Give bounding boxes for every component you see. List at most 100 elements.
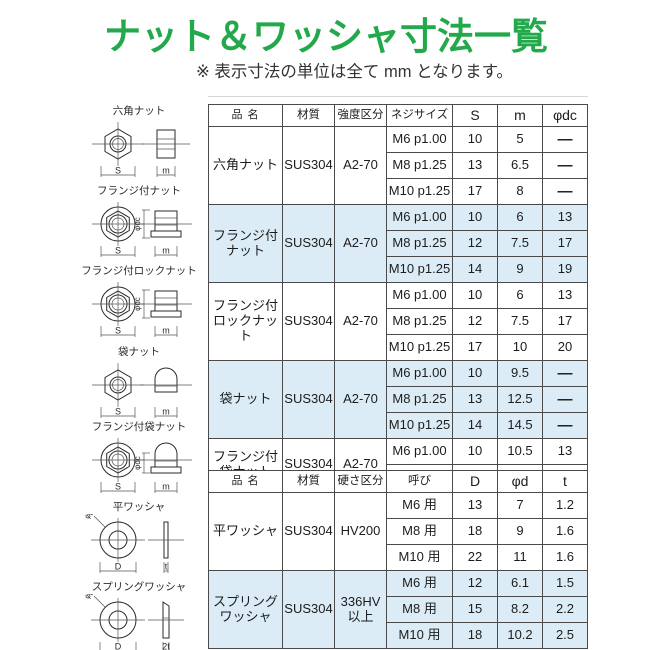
diagram-caption: フランジ付ロックナット — [81, 265, 197, 277]
table-row: M10 p1.25 14 9 19 — [209, 256, 588, 283]
svg-text:t: t — [165, 562, 168, 572]
cell-t: 2.2 — [542, 596, 588, 623]
cell-dc: 20 — [542, 334, 588, 361]
cell-size: M6 p1.00 — [386, 438, 453, 465]
not-applicable-dash: — — [557, 390, 573, 408]
table-row: M8 p1.25 12 7.5 17 — [209, 230, 588, 257]
diagram-caption: フランジ付ナット — [97, 185, 181, 197]
cell-d: 18 — [452, 622, 498, 649]
cell-grade: A2-70 — [334, 282, 387, 361]
col-header-dc: φdc — [542, 104, 588, 127]
cell-dc: 13 — [542, 282, 588, 309]
col-header-material: 材質 — [282, 104, 335, 127]
cell-size: M10 p1.25 — [386, 334, 453, 361]
svg-text:D: D — [115, 562, 122, 572]
table-row: M10 用 18 10.2 2.5 — [209, 622, 588, 649]
svg-text:2t: 2t — [162, 642, 170, 650]
diagram-caption: フランジ付袋ナット — [91, 421, 187, 433]
table-row: フランジ付 ロックナット SUS304 A2-70 M6 p1.00 10 6 13 — [208, 282, 588, 361]
cell-s: 10 — [452, 360, 498, 387]
cell-phid: 11 — [497, 544, 543, 571]
cell-phid: 8.2 — [497, 596, 543, 623]
unit-note: ※ 表示寸法の単位は全て mm となります。 — [196, 63, 513, 81]
cell-s: 14 — [452, 412, 498, 439]
svg-text:S: S — [115, 326, 121, 336]
cell-size: M10 p1.25 — [386, 256, 453, 283]
cell-dc: 19 — [542, 256, 588, 283]
cell-s: 17 — [452, 178, 498, 205]
page-title: ナット＆ワッシャ寸法一覧 — [104, 16, 548, 57]
cell-dc: 17 — [542, 308, 588, 335]
table-header-row: 品 名 材質 強度区分 ネジサイズ S m φdc — [208, 104, 588, 127]
cell-m: 10 — [497, 334, 543, 361]
cell-material: SUS304 — [282, 360, 335, 439]
col-header-size: ネジサイズ — [386, 104, 453, 127]
table-header-row: 品 名 材質 硬さ区分 呼び D φd t — [208, 470, 588, 493]
cell-m: 9 — [497, 256, 543, 283]
table-row: フランジ付 ナット SUS304 A2-70 M6 p1.00 10 6 13 — [208, 204, 588, 283]
cell-dc: — — [542, 360, 588, 387]
nut-table-head: 品 名 材質 強度区分 ネジサイズ S m φdc — [208, 104, 588, 127]
cell-phid: 10.2 — [497, 622, 543, 649]
cell-product-name: 平ワッシャ — [208, 492, 283, 571]
cell-dc: — — [542, 412, 588, 439]
cell-size: M6 p1.00 — [386, 360, 453, 387]
diagram-caption: 袋ナット — [118, 346, 160, 358]
cell-grade: HV200 — [334, 492, 387, 571]
col-header-m: m — [497, 104, 543, 127]
cell-m: 14.5 — [497, 412, 543, 439]
cell-s: 10 — [452, 126, 498, 153]
washer-table-body: 平ワッシャ SUS304 HV200 M6 用 13 7 1.2 M8 用 18 9 1.6 M10 … — [208, 492, 588, 649]
washer-table-head: 品 名 材質 硬さ区分 呼び D φd t — [208, 470, 588, 493]
cell-product-name: 袋ナット — [208, 360, 283, 439]
cell-s: 17 — [452, 334, 498, 361]
cell-product-name: フランジ付 ナット — [208, 204, 283, 283]
table-row: スプリング ワッシャ SUS304 336HV 以上 M6 用 12 6.1 1.5 — [208, 570, 588, 649]
cell-s: 13 — [452, 152, 498, 179]
cell-size: M6 p1.00 — [386, 126, 453, 153]
diagram-7: スプリングワッシャ φd D 2t — [70, 582, 208, 650]
cell-s: 14 — [452, 256, 498, 283]
cell-m: 10.5 — [497, 438, 543, 465]
table-row: M8 p1.25 13 12.5 — — [209, 386, 588, 413]
cell-m: 12.5 — [497, 386, 543, 413]
col-header-material: 材質 — [282, 470, 335, 493]
cell-d: 13 — [452, 492, 498, 519]
svg-text:φd: φd — [83, 594, 96, 601]
not-applicable-dash: — — [557, 364, 573, 382]
diagram-drawing: φd D 2t — [83, 594, 184, 650]
cell-product-name: スプリング ワッシャ — [208, 570, 283, 649]
cell-dc: 13 — [542, 204, 588, 231]
svg-text:S: S — [115, 166, 121, 176]
washer-spec-table: 品 名 材質 硬さ区分 呼び D φd t 平ワッシャ SUS304 HV200 M6… — [208, 470, 588, 649]
cell-m: 7.5 — [497, 230, 543, 257]
cell-m: 6 — [497, 204, 543, 231]
cell-product-name: フランジ付 ロックナット — [208, 282, 283, 361]
cell-size: M6 p1.00 — [386, 204, 453, 231]
cell-s: 10 — [452, 438, 498, 465]
svg-text:m: m — [162, 166, 170, 176]
cell-phid: 7 — [497, 492, 543, 519]
cell-size: M6 p1.00 — [386, 282, 453, 309]
cell-t: 1.6 — [542, 544, 588, 571]
cell-grade: 336HV 以上 — [334, 570, 387, 649]
col-header-phid: φd — [497, 470, 543, 493]
cell-size: M8 p1.25 — [386, 308, 453, 335]
cell-size: M8 p1.25 — [386, 230, 453, 257]
cell-m: 8 — [497, 178, 543, 205]
cell-s: 13 — [452, 386, 498, 413]
table-row: M8 用 15 8.2 2.2 — [209, 596, 588, 623]
diagram-caption: スプリングワッシャ — [91, 581, 187, 593]
not-applicable-dash: — — [557, 130, 573, 148]
cell-grade: A2-70 — [334, 204, 387, 283]
cell-dc: 13 — [542, 438, 588, 465]
diagram-drawing: φd D t — [83, 514, 184, 573]
